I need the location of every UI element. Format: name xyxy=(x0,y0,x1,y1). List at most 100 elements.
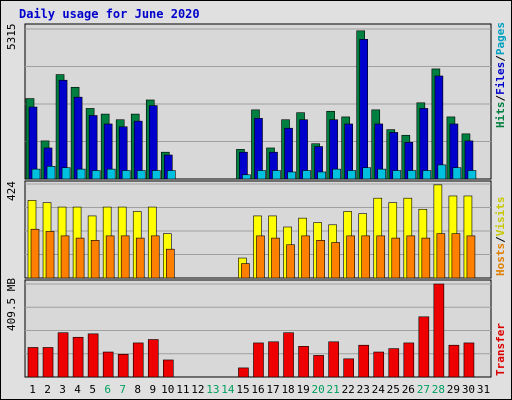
day-tick-label: 20 xyxy=(312,383,325,396)
pages-bar xyxy=(76,168,86,180)
day-tick-label: 17 xyxy=(266,383,279,396)
hosts-bar xyxy=(466,235,476,279)
hosts-bar xyxy=(105,235,115,279)
day-tick-label: 24 xyxy=(372,383,386,396)
day-tick-label: 16 xyxy=(251,383,264,396)
files-bar xyxy=(28,106,38,180)
pages-bar xyxy=(422,170,432,180)
day-tick-label: 11 xyxy=(176,383,189,396)
pages-bar xyxy=(452,167,462,180)
pages-bar xyxy=(151,170,161,180)
pages-bar xyxy=(407,170,417,180)
files-bar xyxy=(88,115,98,180)
hosts-bar xyxy=(150,235,160,279)
transfer-bar xyxy=(448,344,460,378)
transfer-bar xyxy=(403,342,415,378)
hosts-bar xyxy=(421,237,431,279)
transfer-bar xyxy=(388,348,400,378)
pages-bar xyxy=(166,170,176,180)
hosts-bar xyxy=(331,242,340,279)
top-ymax-label: 5315 xyxy=(5,23,18,51)
legend-sep: / xyxy=(494,55,507,62)
top-legend: Hits/Files/Pages xyxy=(494,22,507,128)
day-tick-label: 4 xyxy=(74,383,81,396)
files-bar xyxy=(419,108,429,180)
hosts-bar xyxy=(301,235,310,279)
day-tick-label: 29 xyxy=(447,383,460,396)
transfer-bar xyxy=(117,353,129,378)
pages-bar xyxy=(467,170,477,180)
day-tick-label: 10 xyxy=(161,383,174,396)
day-tick-label: 6 xyxy=(104,383,111,396)
pages-bar xyxy=(362,167,372,180)
pages-bar xyxy=(302,170,311,180)
bottom-legend: Transfer xyxy=(494,323,507,376)
transfer-bar xyxy=(147,339,159,378)
day-tick-label: 9 xyxy=(149,383,156,396)
pages-bar xyxy=(91,170,101,180)
transfer-bar xyxy=(238,367,249,378)
hosts-bar xyxy=(376,235,386,279)
transfer-bar xyxy=(418,316,430,378)
pages-bar xyxy=(106,168,116,180)
day-tick-label: 31 xyxy=(477,383,490,396)
transfer-bar xyxy=(463,342,475,378)
pages-bar xyxy=(317,171,326,180)
hosts-bar xyxy=(135,237,145,279)
hosts-bar xyxy=(60,235,70,279)
hosts-bar xyxy=(436,233,446,279)
pages-bar xyxy=(392,170,402,180)
pages-bar xyxy=(272,170,281,180)
day-tick-label: 13 xyxy=(206,383,219,396)
day-tick-label: 18 xyxy=(281,383,294,396)
hosts-bar xyxy=(165,248,175,279)
legend-transfer: Transfer xyxy=(494,323,507,376)
bottom-ymax-label: 409.5 MB xyxy=(5,278,18,331)
hosts-bar xyxy=(45,231,55,279)
pages-bar xyxy=(46,166,56,180)
hosts-bar xyxy=(241,263,250,279)
pages-bar xyxy=(287,171,296,180)
pages-bar xyxy=(121,170,131,180)
pages-bar xyxy=(347,170,356,180)
transfer-bar xyxy=(433,283,445,378)
day-tick-label: 21 xyxy=(327,383,340,396)
hosts-bar xyxy=(271,237,280,279)
pages-bar xyxy=(242,174,251,180)
hosts-bar xyxy=(406,235,416,279)
day-tick-label: 5 xyxy=(89,383,96,396)
files-bar xyxy=(359,39,369,180)
day-tick-label: 23 xyxy=(357,383,370,396)
transfer-bar xyxy=(57,332,69,378)
pages-bar xyxy=(377,168,387,180)
transfer-bar xyxy=(313,355,324,378)
transfer-bar xyxy=(102,351,114,378)
transfer-bar xyxy=(253,342,264,378)
legend-files: Files xyxy=(494,61,507,95)
day-tick-label: 15 xyxy=(236,383,249,396)
transfer-bar xyxy=(72,336,84,378)
files-bar xyxy=(284,127,293,180)
hosts-bar xyxy=(90,240,100,279)
hosts-bar xyxy=(361,235,371,279)
day-tick-label: 1 xyxy=(29,383,36,396)
day-tick-label: 26 xyxy=(402,383,415,396)
pages-bar xyxy=(31,168,41,180)
files-bar xyxy=(148,105,158,180)
legend-sep: / xyxy=(494,236,507,243)
day-tick-label: 2 xyxy=(44,383,51,396)
transfer-bar xyxy=(268,341,279,378)
day-tick-label: 30 xyxy=(462,383,475,396)
transfer-bar xyxy=(298,346,309,378)
transfer-bar xyxy=(343,358,354,378)
hosts-bar xyxy=(256,235,265,279)
transfer-bar xyxy=(27,347,39,378)
pages-bar xyxy=(437,164,447,180)
middle-ymax-label: 424 xyxy=(5,181,18,201)
pages-bar xyxy=(61,167,71,180)
legend-sep: / xyxy=(494,94,507,102)
hosts-bar xyxy=(316,240,325,279)
hosts-bar xyxy=(451,233,461,279)
hosts-bar xyxy=(346,235,355,279)
